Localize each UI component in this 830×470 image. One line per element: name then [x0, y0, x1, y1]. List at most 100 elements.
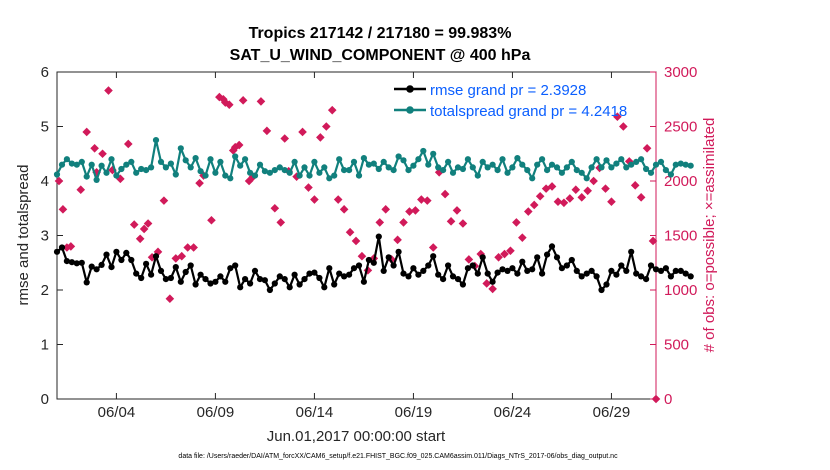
- rmse-point: [435, 271, 442, 278]
- rmse-point: [440, 276, 447, 283]
- assimilated-count-point: [601, 184, 610, 193]
- totalspread-point: [167, 160, 174, 167]
- totalspread-point: [454, 164, 462, 171]
- totalspread-point: [608, 164, 615, 171]
- assimilated-count-point: [553, 197, 563, 207]
- totalspread-point: [469, 164, 476, 171]
- plot-frame: [56, 71, 657, 400]
- rmse-point: [197, 271, 204, 278]
- assimilated-count-point: [171, 254, 181, 263]
- rmse-point: [192, 281, 199, 288]
- rmse-point: [177, 278, 184, 285]
- rmse-point: [430, 253, 437, 260]
- totalspread-point: [261, 168, 268, 175]
- totalspread-point: [251, 172, 259, 179]
- assimilated-count-point: [207, 215, 216, 225]
- assimilated-count-point: [123, 139, 133, 149]
- assimilated-count-point: [183, 243, 192, 252]
- assimilated-count-point: [270, 203, 280, 213]
- totalspread-point: [286, 169, 293, 176]
- assimilated-count-point: [234, 140, 244, 150]
- totalspread-point: [449, 169, 457, 176]
- assimilated-count-point: [62, 243, 72, 252]
- chart-title-line1: Tropics 217142 / 217180 = 99.983%: [249, 25, 512, 42]
- rmse-point: [355, 262, 363, 269]
- totalspread-point: [68, 160, 75, 167]
- totalspread-point: [133, 169, 140, 176]
- rmse-point: [217, 273, 224, 280]
- assimilated-count-point: [357, 251, 367, 261]
- totalspread-point: [459, 165, 466, 173]
- assimilated-count-point: [452, 206, 462, 215]
- rmse-point: [613, 271, 620, 278]
- assimilated-count-point: [256, 97, 266, 106]
- totalspread-point: [143, 167, 150, 174]
- totalspread-point: [157, 158, 165, 165]
- assimilated-count-point: [446, 217, 456, 226]
- rmse-point: [68, 259, 75, 266]
- rmse-point: [271, 280, 278, 287]
- assimilated-count-point: [411, 206, 420, 215]
- rmse-point: [682, 270, 689, 277]
- assimilated-count-point: [523, 207, 533, 216]
- assimilated-count-point: [529, 200, 539, 210]
- assimilated-count-point: [494, 253, 503, 262]
- totalspread-point: [524, 167, 531, 174]
- rmse-point: [504, 267, 511, 274]
- rmse-point: [326, 265, 333, 272]
- y-right-tick-label: 1500: [664, 228, 697, 245]
- rmse-point: [385, 254, 392, 261]
- totalspread-point: [177, 145, 184, 152]
- totalspread-point: [123, 161, 130, 168]
- totalspread-point: [266, 169, 273, 176]
- assimilated-count-point: [636, 193, 646, 202]
- totalspread-point: [400, 157, 407, 164]
- rmse-point: [598, 286, 605, 294]
- rmse-point: [524, 267, 531, 274]
- totalspread-point: [202, 172, 209, 179]
- totalspread-point: [682, 161, 689, 168]
- totalspread-point: [529, 175, 536, 182]
- assimilated-count-point: [116, 174, 125, 184]
- assimilated-count-point: [262, 126, 272, 136]
- legend: rmse grand pr = 2.3928 totalspread grand…: [394, 82, 627, 120]
- rmse-point: [341, 273, 348, 280]
- totalspread-point: [509, 164, 516, 171]
- rmse-point: [667, 273, 675, 280]
- assimilated-count-point: [565, 194, 575, 203]
- totalspread-point: [464, 156, 471, 163]
- totalspread-point: [281, 167, 288, 174]
- assimilated-count-point: [177, 251, 187, 261]
- assimilated-count-point: [518, 233, 527, 242]
- rmse-point: [222, 278, 229, 285]
- rmse-point: [425, 262, 432, 269]
- totalspread-point: [474, 172, 481, 179]
- rmse-point: [281, 276, 288, 283]
- totalspread-point: [247, 169, 254, 176]
- rmse-point: [544, 251, 551, 258]
- rmse-point: [687, 273, 694, 280]
- totalspread-point: [375, 165, 382, 173]
- assimilated-count-point: [422, 196, 432, 205]
- totalspread-point: [558, 169, 566, 176]
- totalspread-point: [256, 161, 264, 168]
- rmse-point: [390, 262, 397, 269]
- totalspread-point: [148, 164, 155, 171]
- rmse-point: [553, 254, 561, 261]
- totalspread-point: [395, 153, 402, 160]
- rmse-point: [182, 268, 189, 276]
- rmse-point: [108, 264, 115, 271]
- assimilated-count-point: [405, 207, 414, 216]
- totalspread-point: [73, 161, 80, 168]
- rmse-point: [469, 262, 476, 269]
- rmse-point: [539, 270, 546, 277]
- totalspread-point: [489, 161, 496, 168]
- totalspread-point: [484, 164, 491, 171]
- series-layer: [53, 86, 694, 404]
- rmse-point: [672, 267, 679, 274]
- rmse-point: [494, 269, 501, 276]
- y-left-tick-label: 3: [41, 228, 49, 245]
- totalspread-point: [633, 158, 640, 165]
- rmse-point: [479, 254, 486, 261]
- totalspread-point: [365, 161, 372, 168]
